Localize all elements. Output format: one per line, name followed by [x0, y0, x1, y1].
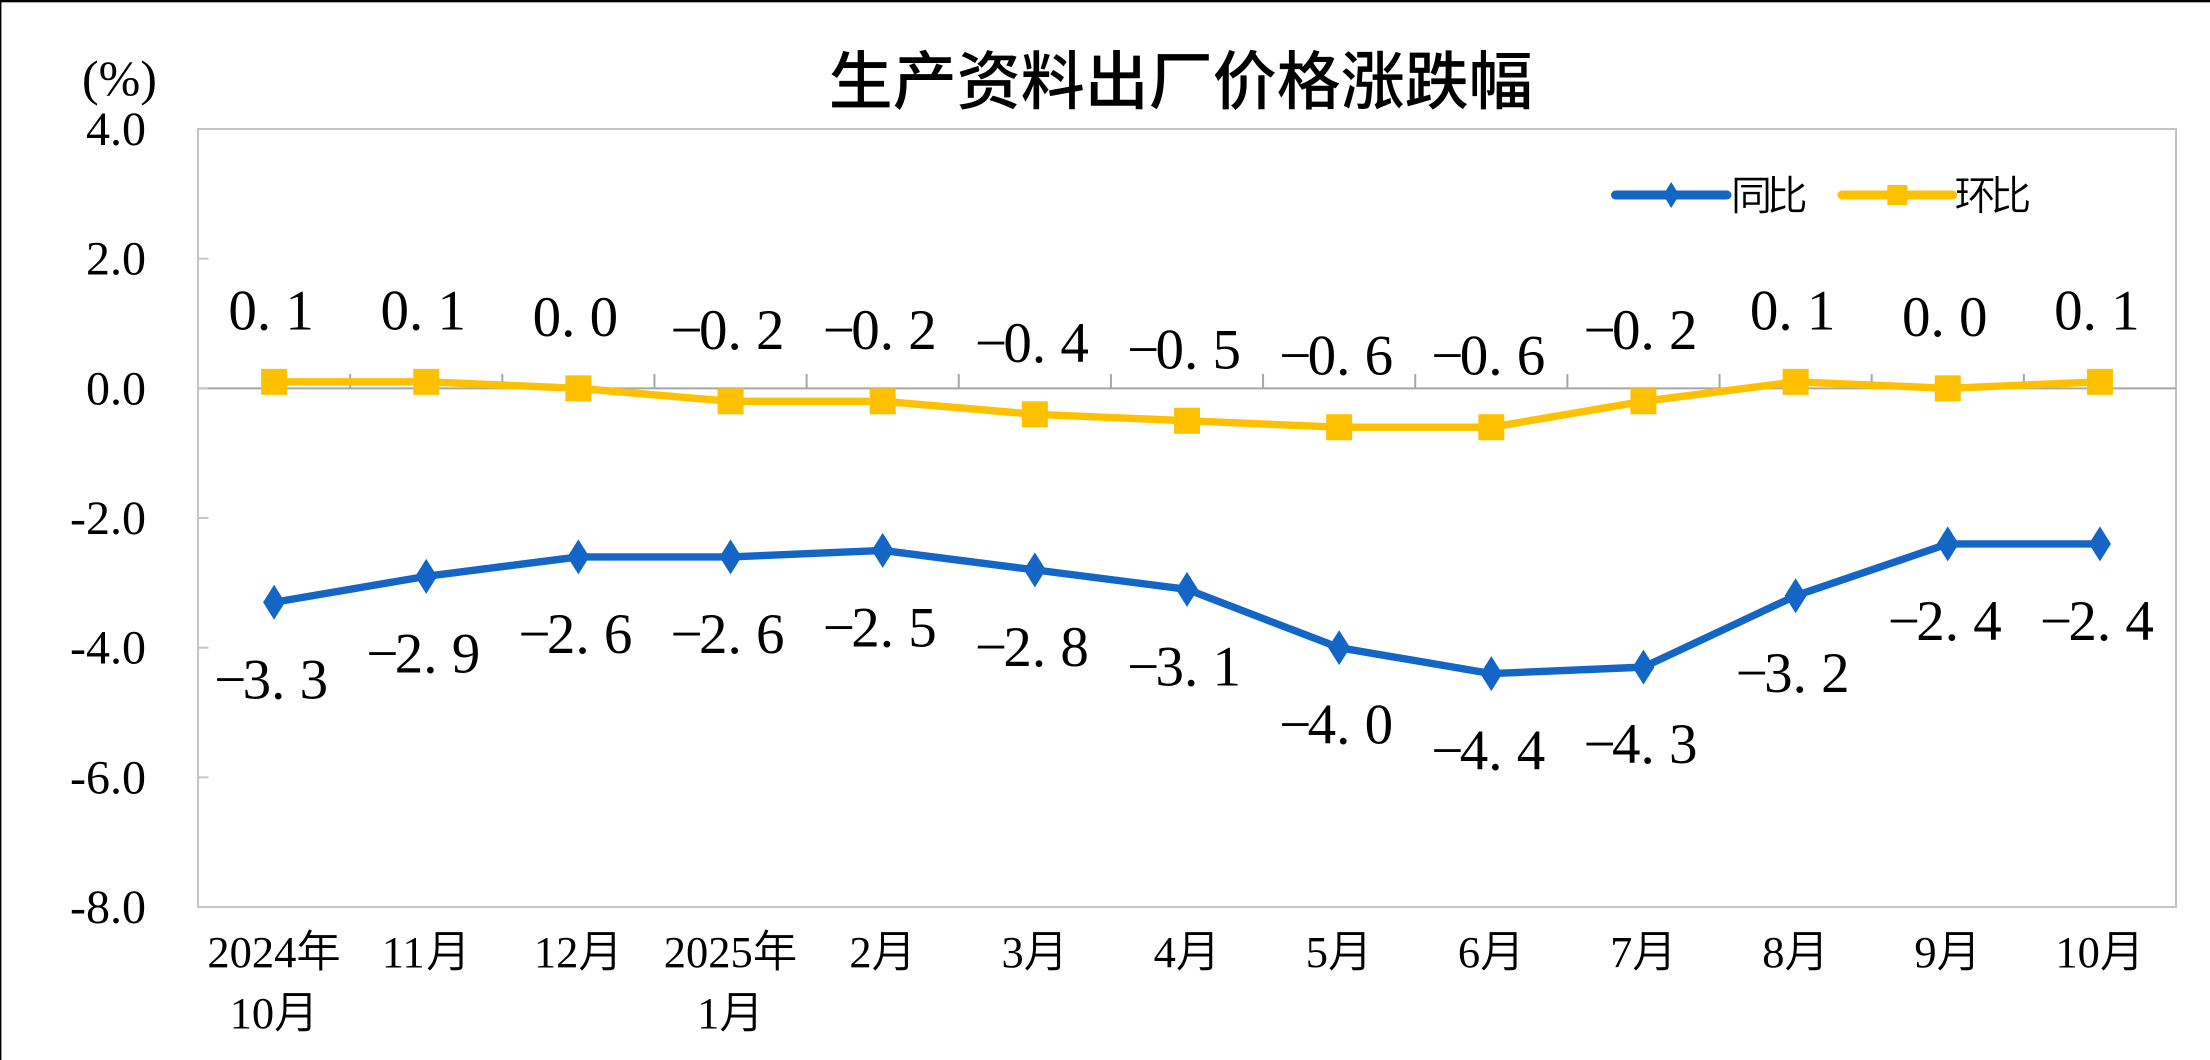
svg-text:3: 3	[1001, 927, 1023, 977]
svg-text:−3.1: −3.1	[1127, 635, 1241, 698]
svg-text:−2.8: −2.8	[975, 616, 1089, 679]
svg-text:0.0: 0.0	[533, 286, 619, 349]
svg-text:2025: 2025	[664, 927, 753, 977]
svg-text:-2.0: -2.0	[70, 492, 146, 545]
svg-text:−0.6: −0.6	[1431, 325, 1545, 388]
svg-text:2.0: 2.0	[86, 233, 146, 286]
svg-text:−0.2: −0.2	[1583, 299, 1697, 362]
svg-text:-8.0: -8.0	[70, 881, 146, 934]
svg-text:4: 4	[1154, 927, 1176, 977]
svg-text:−2.4: −2.4	[1888, 590, 2002, 653]
svg-text:5: 5	[1306, 927, 1328, 977]
svg-text:7: 7	[1610, 927, 1632, 977]
svg-text:-6.0: -6.0	[70, 751, 146, 804]
svg-text:−0.6: −0.6	[1279, 325, 1393, 388]
svg-text:−3.2: −3.2	[1736, 642, 1850, 705]
svg-text:2024: 2024	[207, 927, 296, 977]
svg-text:−0.2: −0.2	[823, 299, 937, 362]
svg-text:−0.4: −0.4	[975, 312, 1089, 375]
svg-text:−0.5: −0.5	[1127, 318, 1241, 381]
svg-text:−4.0: −4.0	[1279, 694, 1393, 757]
svg-text:0.0: 0.0	[86, 362, 146, 415]
svg-text:−0.2: −0.2	[671, 299, 785, 362]
svg-text:4.0: 4.0	[86, 103, 146, 156]
svg-text:10: 10	[2055, 927, 2100, 977]
svg-text:0.1: 0.1	[228, 279, 313, 342]
svg-text:−2.4: −2.4	[2040, 590, 2154, 653]
svg-text:8: 8	[1762, 927, 1784, 977]
svg-text:11: 11	[382, 927, 425, 977]
svg-text:−2.6: −2.6	[518, 603, 632, 666]
svg-text:0.1: 0.1	[380, 279, 466, 342]
svg-text:10: 10	[230, 988, 275, 1038]
svg-text:2: 2	[849, 927, 871, 977]
svg-text:−3.3: −3.3	[214, 648, 328, 711]
svg-text:−2.9: −2.9	[366, 622, 480, 685]
svg-text:−2.5: −2.5	[823, 596, 937, 659]
svg-text:9: 9	[1914, 927, 1936, 977]
svg-text:−4.4: −4.4	[1431, 720, 1545, 783]
svg-text:0.1: 0.1	[2054, 279, 2140, 342]
svg-text:−4.3: −4.3	[1583, 713, 1697, 776]
svg-text:6: 6	[1458, 927, 1480, 977]
svg-text:1: 1	[697, 988, 719, 1038]
svg-text:-4.0: -4.0	[70, 622, 146, 675]
svg-text:0.0: 0.0	[1902, 286, 1988, 349]
svg-text:12: 12	[534, 927, 579, 977]
svg-text:0.1: 0.1	[1750, 279, 1836, 342]
svg-text:−2.6: −2.6	[671, 603, 785, 666]
svg-text:(%): (%)	[82, 50, 157, 106]
